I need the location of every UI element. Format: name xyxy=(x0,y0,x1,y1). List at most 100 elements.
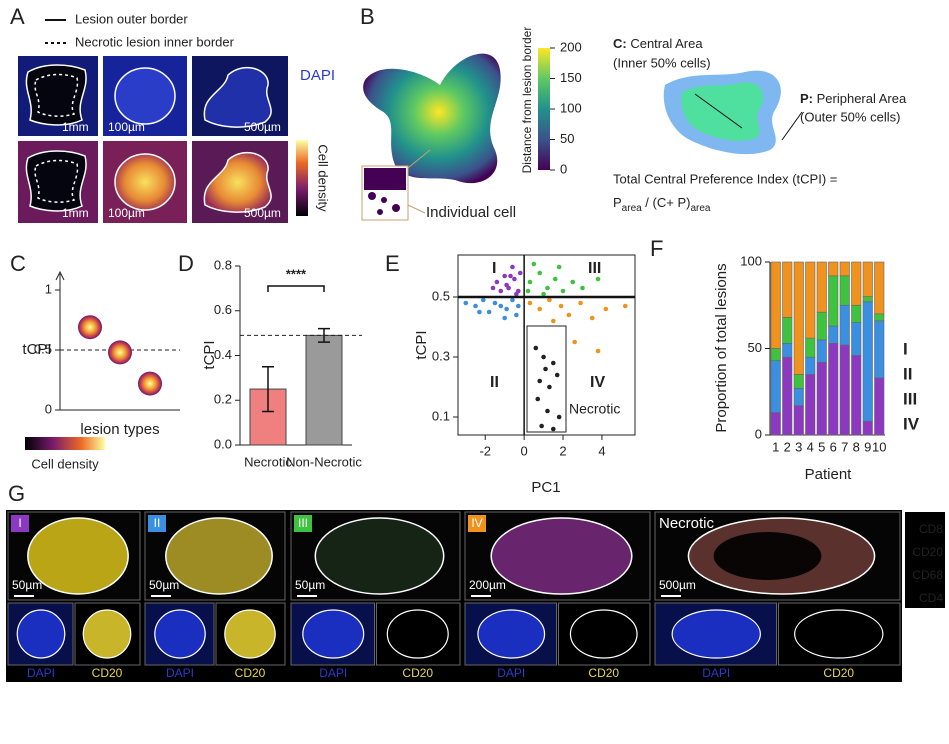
x-tick-label: 9 xyxy=(864,439,871,454)
point xyxy=(543,366,548,372)
point xyxy=(512,276,517,282)
y-tick-label: 0.6 xyxy=(214,302,232,317)
point xyxy=(473,303,478,309)
lesion xyxy=(27,517,129,595)
series-label: III xyxy=(588,260,601,277)
point xyxy=(527,279,533,285)
point xyxy=(494,279,500,285)
point xyxy=(490,285,496,291)
channel-legend-label: CD8 xyxy=(919,522,943,536)
x-tick-label: 0 xyxy=(521,443,528,458)
y-tick-label: 0.3 xyxy=(432,348,450,363)
series-label: II xyxy=(490,374,499,391)
point xyxy=(508,273,513,279)
point xyxy=(498,288,504,294)
point xyxy=(535,396,541,402)
dapi-lesion xyxy=(154,609,206,659)
cd20-lesion xyxy=(569,609,638,659)
inset-cells xyxy=(364,168,406,215)
channel-label: CD20 xyxy=(823,666,854,680)
formula-part: / (C+ P) xyxy=(642,195,691,210)
lesion-dot xyxy=(138,371,162,396)
channel-label: DAPI xyxy=(166,666,194,680)
legend-label: Necrotic lesion inner border xyxy=(75,34,235,49)
point xyxy=(547,384,552,390)
x-tick-label: 2 xyxy=(559,443,566,458)
bar-segment xyxy=(839,261,850,277)
bar-segment xyxy=(816,261,827,313)
point xyxy=(510,264,515,270)
x-axis-label: PC1 xyxy=(531,479,560,496)
y-tick-label: 0 xyxy=(755,426,762,441)
formula-sub: area xyxy=(690,203,710,214)
point xyxy=(622,303,628,309)
colorbar-tick-label: 0 xyxy=(560,161,567,176)
dapi-images xyxy=(18,56,288,223)
stain-label: DAPI xyxy=(300,67,335,84)
axis-arrow xyxy=(55,270,65,281)
significance-label: **** xyxy=(286,266,307,281)
colorbar-tick-label: 150 xyxy=(560,70,582,85)
point xyxy=(515,303,521,309)
plot-frame xyxy=(457,254,636,436)
y-tick-label: 1 xyxy=(45,281,52,296)
point xyxy=(547,297,552,303)
point xyxy=(551,318,556,324)
series-label: I xyxy=(492,260,496,277)
bar-segment xyxy=(874,320,885,379)
point xyxy=(560,288,566,294)
scale-bar-label: 500µm xyxy=(659,578,696,592)
channel-label: DAPI xyxy=(702,666,730,680)
y-tick-label: 0.2 xyxy=(214,392,232,407)
channel-label: CD20 xyxy=(588,666,619,680)
point xyxy=(525,288,531,294)
cd20-lesion xyxy=(386,609,449,659)
bar-segment xyxy=(770,360,781,413)
cd20-lesion xyxy=(794,609,884,659)
bar-segment xyxy=(805,337,816,358)
bar-segment xyxy=(782,356,793,436)
region-key: C: xyxy=(613,36,627,51)
pointer-line xyxy=(781,111,803,141)
bar-segment xyxy=(874,377,885,436)
point xyxy=(566,312,572,318)
channel-label: CD20 xyxy=(235,666,266,680)
lesion xyxy=(490,517,633,595)
label-box xyxy=(11,515,29,532)
point xyxy=(492,300,498,306)
x-tick-label: 2 xyxy=(784,439,791,454)
colorbar-tick-label: 200 xyxy=(560,39,582,54)
point xyxy=(463,300,469,306)
colorbar-label: Distance from lesion border xyxy=(520,27,534,174)
point xyxy=(531,261,537,267)
point xyxy=(556,264,562,270)
scale-bar-label: 1mm xyxy=(62,206,89,220)
point xyxy=(552,276,558,282)
panel-label: I xyxy=(18,516,21,530)
bar-segment xyxy=(862,261,873,297)
x-tick-label: 10 xyxy=(872,439,886,454)
label-box xyxy=(294,515,312,532)
y-tick-label: 100 xyxy=(740,253,762,268)
bar-segment xyxy=(770,412,781,436)
bar-segment xyxy=(862,296,873,303)
colorbar-tick-label: 50 xyxy=(560,131,574,146)
x-tick-label: 4 xyxy=(807,439,814,454)
bar-segment xyxy=(862,301,873,422)
point xyxy=(595,348,601,354)
bar-segment xyxy=(851,304,862,323)
point xyxy=(572,339,578,345)
channel-label: DAPI xyxy=(319,666,347,680)
cd20-lesion xyxy=(82,609,132,659)
y-tick-label: 0 xyxy=(45,401,52,416)
scale-bar-label: 50µm xyxy=(12,578,42,592)
bar-segment xyxy=(805,374,816,436)
region-note: (Outer 50% cells) xyxy=(800,109,900,124)
point xyxy=(510,297,515,303)
point xyxy=(570,279,576,285)
point xyxy=(551,360,556,366)
bar-segment xyxy=(851,355,862,436)
callout-line xyxy=(407,204,426,214)
callout-label: Individual cell xyxy=(426,204,516,221)
